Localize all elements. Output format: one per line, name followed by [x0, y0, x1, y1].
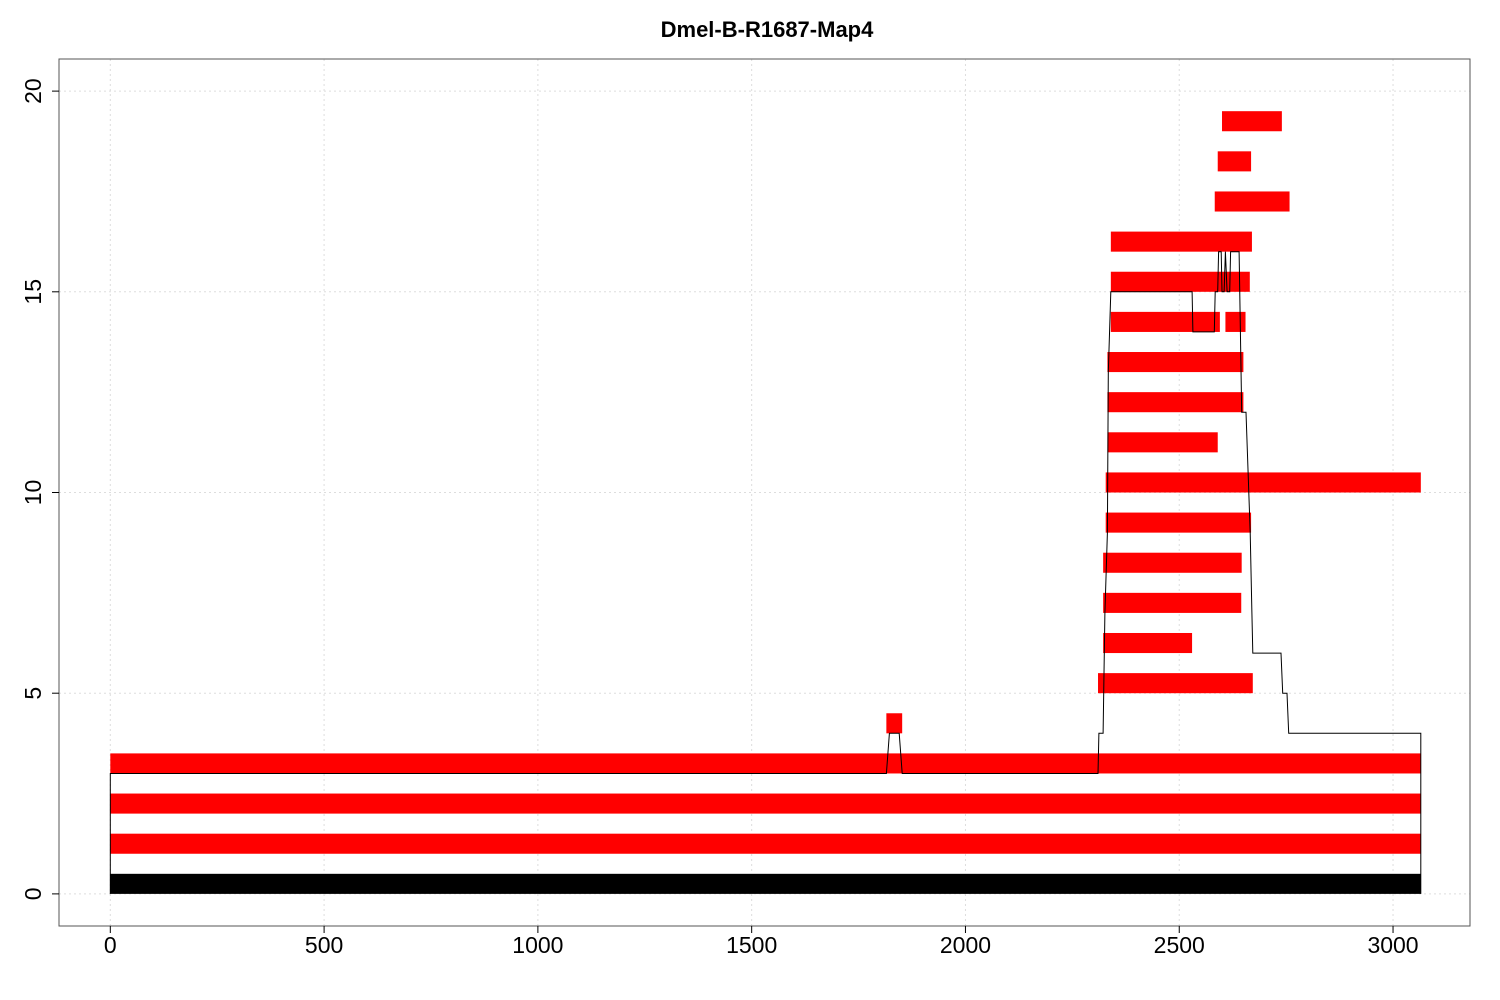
x-tick-label: 1500 — [726, 932, 777, 958]
y-axis: 0 5 10 15 20 — [20, 78, 59, 900]
read-bar — [1098, 673, 1253, 694]
x-tick-label: 500 — [305, 932, 343, 958]
reference-bar — [110, 873, 1421, 894]
read-bar — [1107, 392, 1244, 413]
read-bar — [1222, 111, 1282, 132]
x-tick-label: 2500 — [1154, 932, 1205, 958]
read-bar — [1103, 632, 1193, 654]
read-bar — [1214, 191, 1290, 212]
y-tick-label: 0 — [20, 887, 46, 900]
y-tick-label: 15 — [20, 279, 46, 305]
read-bar — [1103, 552, 1242, 573]
read-bar — [886, 713, 903, 734]
read-bar — [110, 793, 1421, 814]
y-tick-label: 20 — [20, 78, 46, 104]
y-tick-label: 10 — [20, 480, 46, 506]
bars — [110, 111, 1421, 894]
x-tick-label: 3000 — [1367, 932, 1418, 958]
coverage-layer — [109, 251, 1422, 894]
chart-title: Dmel-B-R1687-Map4 — [661, 17, 874, 42]
read-bar — [1110, 271, 1250, 292]
x-tick-label: 0 — [104, 932, 117, 958]
coverage-line — [109, 251, 1422, 894]
read-bar — [1110, 231, 1252, 252]
x-axis: 0 500 1000 1500 2000 2500 3000 — [104, 926, 1419, 958]
read-bar — [1110, 311, 1220, 332]
read-bar — [110, 753, 1421, 774]
read-bar — [1225, 311, 1246, 332]
x-tick-label: 2000 — [940, 932, 991, 958]
read-bar — [110, 833, 1421, 854]
read-bar — [1217, 151, 1252, 172]
read-bar — [1105, 512, 1252, 533]
read-bar — [1107, 352, 1244, 373]
read-bar — [1107, 432, 1218, 453]
read-bar — [1103, 592, 1242, 613]
read-bar — [1105, 472, 1421, 493]
x-tick-label: 1000 — [512, 932, 563, 958]
y-tick-label: 5 — [20, 687, 46, 700]
